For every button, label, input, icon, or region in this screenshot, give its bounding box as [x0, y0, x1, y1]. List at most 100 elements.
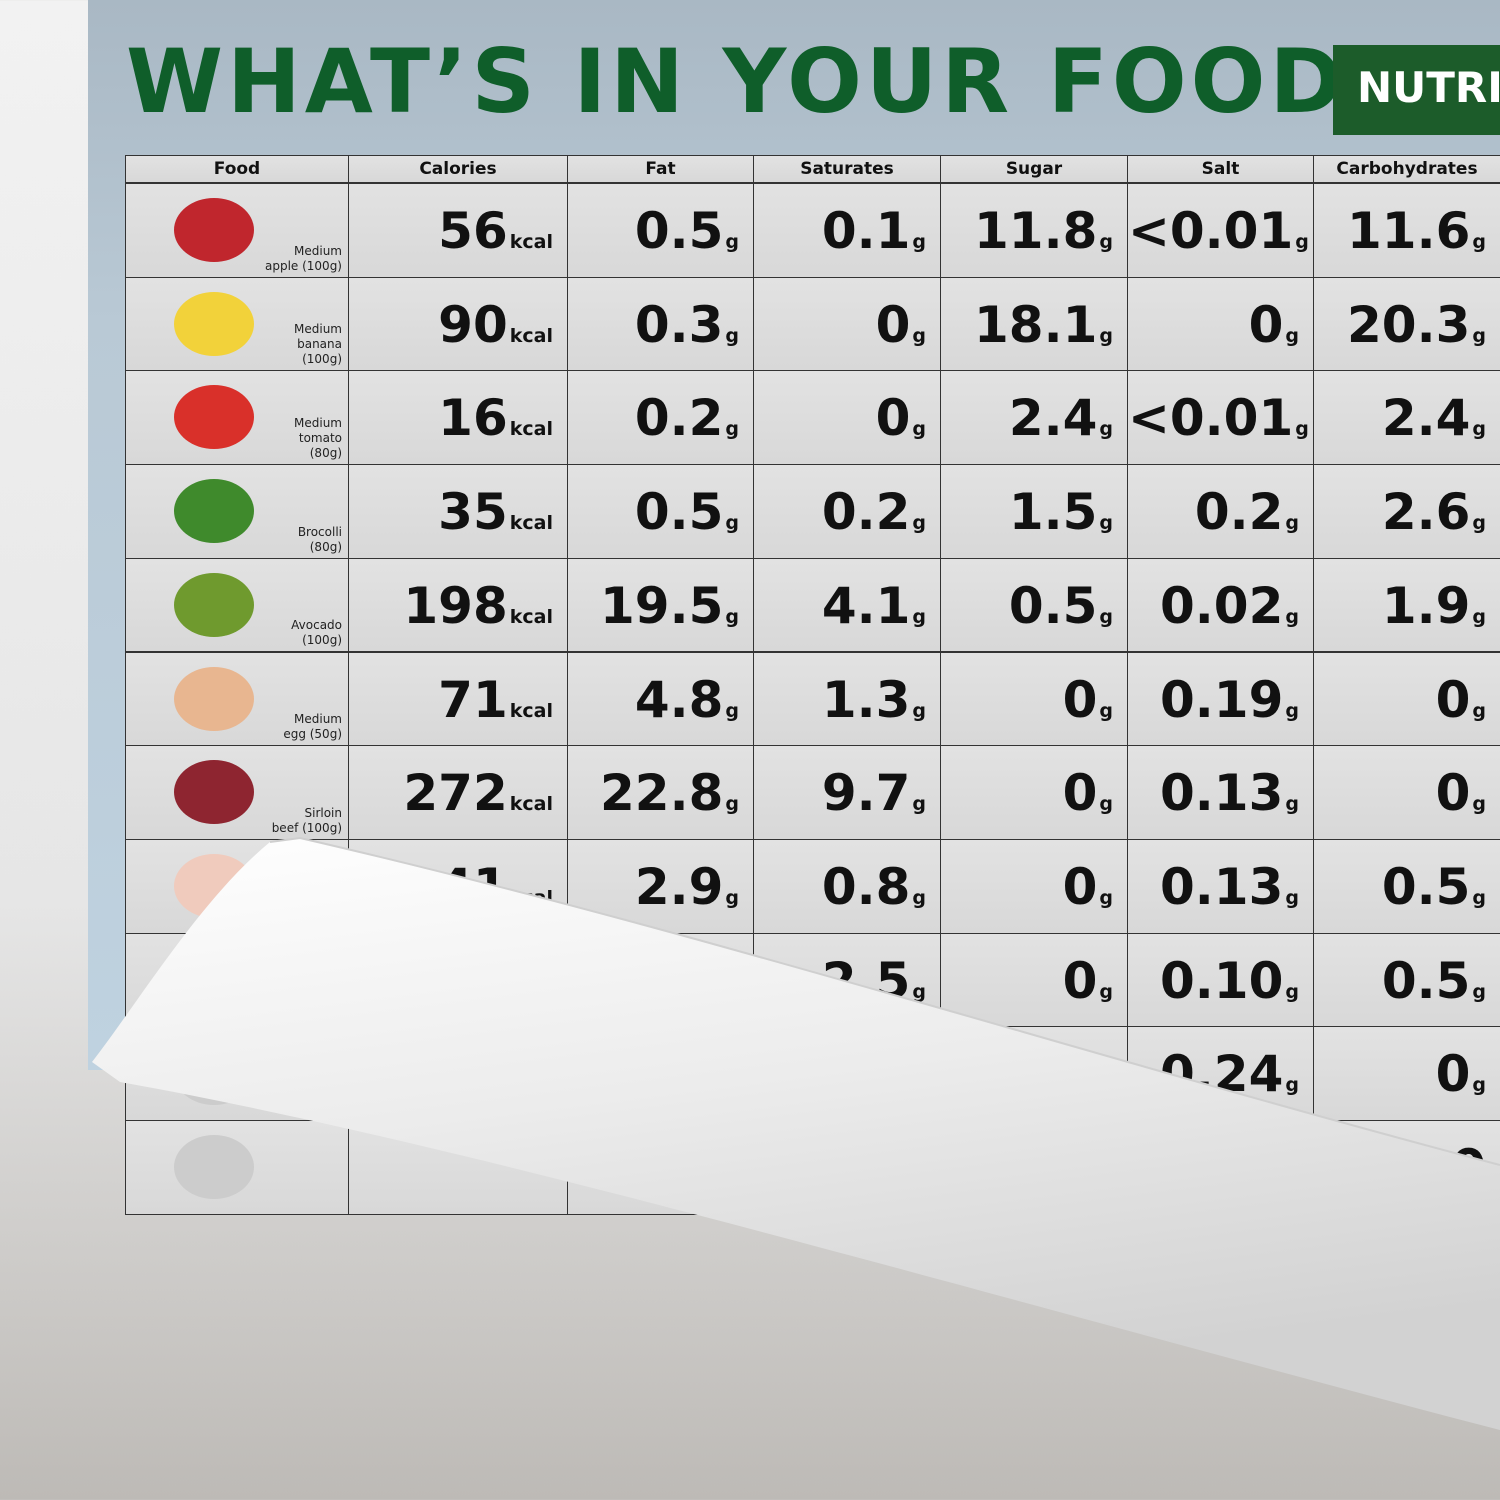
column-header: Sugar — [940, 155, 1128, 183]
unit: g — [1099, 512, 1113, 535]
unit: g — [1099, 886, 1113, 909]
value-cell: 20.3 g — [1313, 276, 1500, 372]
value-cell: 272 kcal — [348, 745, 568, 840]
unit: g — [1099, 324, 1113, 347]
food-label-line: Avocado — [291, 618, 342, 633]
unit: g — [1099, 793, 1113, 816]
value: 71 — [438, 670, 508, 729]
unit: g — [1295, 231, 1309, 253]
unit: g — [1472, 793, 1486, 816]
value: <0.01 — [1128, 202, 1294, 260]
value-cell: 11.6 g — [1313, 183, 1500, 278]
food-label: Medium banana (100g) — [294, 322, 342, 367]
value: 0.10 — [1160, 951, 1284, 1010]
unit: kcal — [509, 324, 553, 347]
value: 198 — [403, 576, 508, 635]
unit: g — [725, 324, 739, 347]
value: 18.1 — [974, 295, 1098, 354]
value-cell: 2.4 g — [1313, 370, 1500, 466]
food-label-line: Medium — [294, 416, 342, 431]
unit: g — [1472, 886, 1486, 909]
column-header: Fat — [567, 155, 754, 183]
value: 4.1 — [821, 576, 911, 635]
value-cell: 0.2 g — [753, 464, 941, 559]
unit: g — [1285, 512, 1299, 535]
food-label: Avocado (100g) — [291, 618, 342, 648]
value: 0.8 — [821, 857, 911, 916]
unit: g — [1472, 512, 1486, 535]
unit: kcal — [509, 512, 553, 535]
value: 11.6 — [1347, 202, 1471, 260]
value: 0 — [875, 295, 911, 354]
unit: kcal — [509, 605, 553, 628]
value: 2.4 — [1381, 389, 1471, 448]
unit: g — [1099, 418, 1113, 441]
unit: g — [1285, 793, 1299, 816]
food-cell: Medium egg (50g) — [125, 651, 349, 747]
value: 0.2 — [634, 389, 724, 448]
value-cell: 9.7 g — [753, 745, 941, 840]
value-cell: 0.5 g — [1313, 838, 1500, 934]
value-cell: 0.2 g — [1127, 464, 1314, 559]
unit: g — [1472, 418, 1486, 441]
value: 2.6 — [1381, 483, 1471, 542]
food-cell: Medium apple (100g) — [125, 183, 349, 278]
column-header: Food — [125, 155, 349, 183]
unit: g — [1472, 699, 1486, 722]
unit: g — [725, 418, 739, 441]
value: 1.5 — [1008, 483, 1098, 542]
value-cell: 0.2 g — [567, 370, 754, 466]
column-header: Carbohydrates — [1313, 155, 1500, 183]
food-label-line: beef (100g) — [271, 820, 342, 835]
unit: kcal — [509, 699, 553, 722]
food-label-line: banana — [297, 337, 342, 352]
value-cell: 0.3 g — [567, 276, 754, 372]
value-cell: 16 kcal — [348, 370, 568, 466]
unit: g — [1295, 418, 1309, 441]
food-icon — [174, 760, 254, 825]
value-cell: 0.5 g — [1313, 932, 1500, 1028]
food-label-line: apple (100g) — [264, 258, 342, 273]
value-cell: 22.8 g — [567, 745, 754, 840]
value: <0.01 — [1128, 389, 1294, 448]
food-label-line: Medium — [294, 712, 342, 727]
value-cell: 198 kcal — [348, 557, 568, 653]
value-cell: <0.01 g — [1127, 183, 1314, 278]
value-cell: 0.5 g — [567, 183, 754, 278]
value: 19.5 — [600, 576, 724, 635]
value: 0.5 — [634, 202, 724, 260]
value: 4.8 — [634, 670, 724, 729]
food-cell — [125, 1120, 349, 1215]
food-cell: Medium banana (100g) — [125, 276, 349, 372]
value: 0 — [1062, 764, 1098, 823]
value-cell: 2.9 g — [567, 838, 754, 934]
food-label-line: (80g) — [309, 539, 342, 554]
value-cell: <0.01 g — [1127, 370, 1314, 466]
unit: g — [912, 324, 926, 347]
unit: g — [1472, 231, 1486, 253]
food-icon — [174, 666, 254, 731]
value-cell: 0.19 g — [1127, 651, 1314, 747]
unit: g — [1472, 1074, 1486, 1097]
food-icon — [174, 198, 254, 262]
unit: g — [725, 231, 739, 253]
value: 0.5 — [1381, 857, 1471, 916]
food-label-line: Medium — [294, 322, 342, 337]
value-cell: 0.02 g — [1127, 557, 1314, 653]
value-cell: 18.1 g — [940, 276, 1128, 372]
column-header: Calories — [348, 155, 568, 183]
value: 0 — [875, 389, 911, 448]
food-icon — [174, 1135, 254, 1199]
value-cell: 0.1 g — [753, 183, 941, 278]
food-icon — [174, 479, 254, 544]
value-cell: 1.3 g — [753, 651, 941, 747]
unit: g — [1099, 605, 1113, 628]
food-label-line: (100g) — [302, 633, 342, 648]
unit: g — [1285, 886, 1299, 909]
